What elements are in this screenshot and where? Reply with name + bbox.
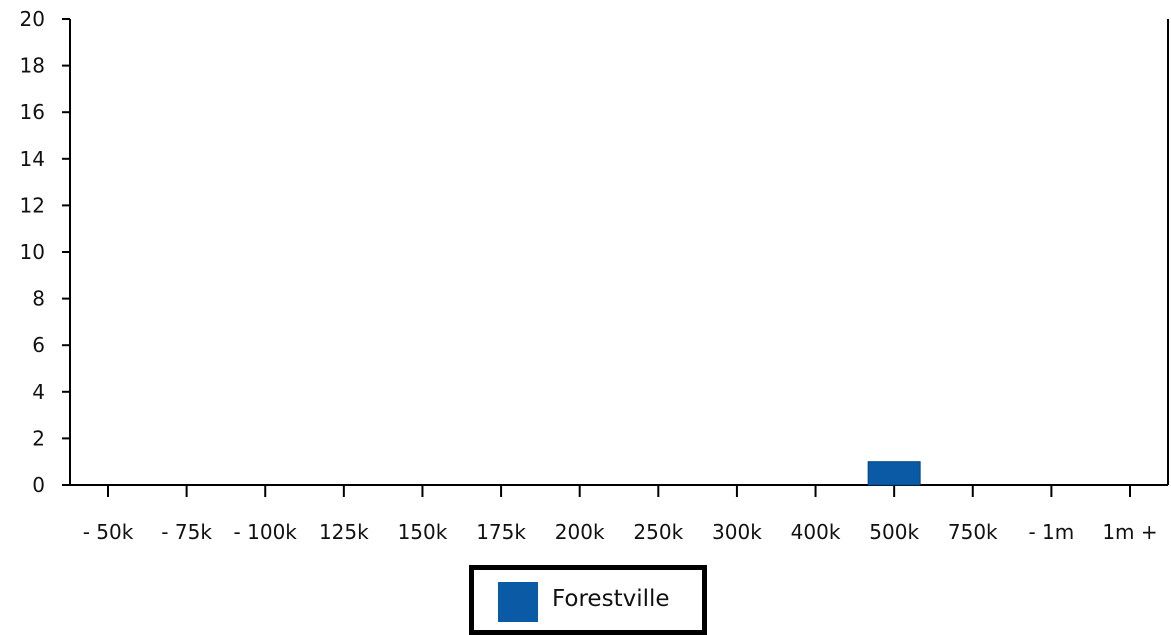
x-tick-label: 300k xyxy=(712,520,762,544)
x-axis: - 50k - 75k - 100k 125k 150k 175k 200k 250k 300k… xyxy=(70,484,1168,544)
legend-swatch xyxy=(498,582,538,622)
y-tick-label: 8 xyxy=(32,287,45,311)
x-tick-label: 125k xyxy=(319,520,369,544)
y-axis: 0 2 4 6 8 10 12 14 16 18 20 xyxy=(20,7,1169,497)
x-tick-label: 150k xyxy=(398,520,448,544)
y-tick-label: 6 xyxy=(32,333,45,357)
y-tick-label: 20 xyxy=(20,7,45,31)
x-tick-label: - 100k xyxy=(234,520,298,544)
x-tick-label: 200k xyxy=(555,520,605,544)
y-tick-label: 0 xyxy=(32,473,45,497)
x-tick-label: - 75k xyxy=(161,520,212,544)
legend: Forestville xyxy=(469,565,707,635)
y-tick-label: 16 xyxy=(20,100,45,124)
y-tick-label: 14 xyxy=(20,147,45,171)
y-tick-label: 2 xyxy=(32,426,45,450)
bar xyxy=(867,461,921,486)
y-tick-label: 12 xyxy=(20,193,45,217)
y-tick-label: 4 xyxy=(32,380,45,404)
bar-chart: 0 2 4 6 8 10 12 14 16 18 20 - 50k - 75k - 100k 125k 15… xyxy=(20,7,1169,544)
x-tick-label: 400k xyxy=(791,520,841,544)
legend-label-forestville: Forestville xyxy=(552,586,670,612)
bars xyxy=(867,461,921,486)
x-tick-label: 1m + xyxy=(1102,520,1157,544)
x-tick-label: - 50k xyxy=(83,520,134,544)
x-tick-label: 750k xyxy=(948,520,998,544)
y-tick-label: 18 xyxy=(20,54,45,78)
x-tick-label: 175k xyxy=(476,520,526,544)
y-tick-label: 10 xyxy=(20,240,45,264)
x-tick-label: 250k xyxy=(633,520,683,544)
x-tick-label: - 1m xyxy=(1028,520,1074,544)
x-tick-label: 500k xyxy=(869,520,919,544)
